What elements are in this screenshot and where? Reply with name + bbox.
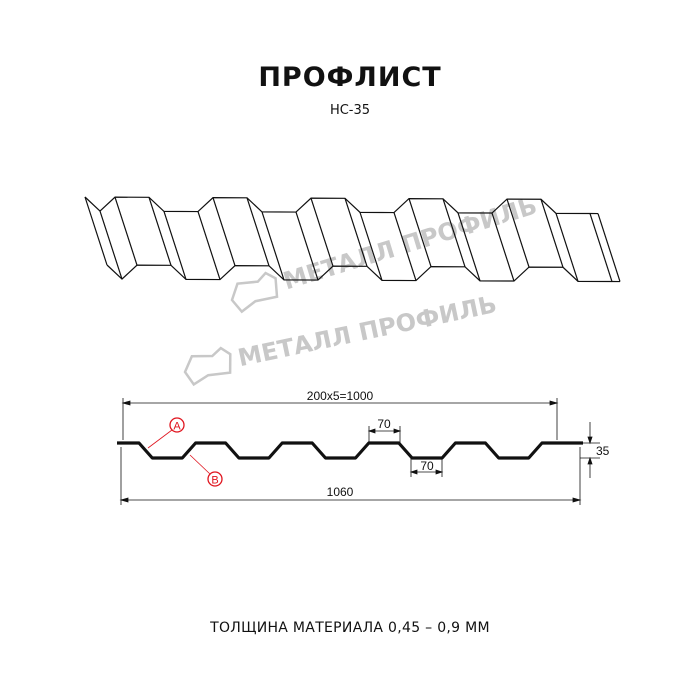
product-code: НС-35 xyxy=(329,103,371,118)
sheet-fold-line xyxy=(589,213,613,282)
top-rib-width-label: 70 xyxy=(377,417,391,431)
sheet-fold-line xyxy=(344,198,368,267)
sheet-fold-line xyxy=(506,198,530,268)
material-thickness-note: ТОЛЩИНА МАТЕРИАЛА 0,45 – 0,9 ММ xyxy=(210,620,490,636)
sheet-fold-line xyxy=(555,213,579,282)
sheet-fold-line xyxy=(246,197,270,266)
svg-text:B: B xyxy=(211,475,218,487)
pitch-label: 200x5=1000 xyxy=(307,389,374,403)
sheet-perspective-drawing xyxy=(84,196,621,283)
sheet-fold-line xyxy=(457,212,481,282)
sheet-fold-line xyxy=(163,211,187,280)
watermark-text: МЕТАЛЛ ПРОФИЛЬ xyxy=(235,290,499,372)
sheet-fold-line xyxy=(359,212,383,281)
watermark-logo-icon xyxy=(230,271,279,314)
sheet-fold-line xyxy=(393,212,417,281)
height-label: 35 xyxy=(596,444,610,458)
profile-line xyxy=(117,441,583,460)
watermark-logo-icon xyxy=(183,346,232,387)
sheet-fold-line xyxy=(84,196,108,266)
cross-section-drawing xyxy=(117,441,583,460)
sheet-fold-line xyxy=(261,211,285,281)
svg-text:A: A xyxy=(173,421,181,433)
dimensions xyxy=(119,398,600,505)
sheet-fold-line xyxy=(148,197,172,266)
watermark-bottom: МЕТАЛЛ ПРОФИЛЬ xyxy=(183,290,499,387)
sheet-fold-line xyxy=(491,212,515,282)
sheet-fold-line xyxy=(295,211,319,281)
sheet-fold-line xyxy=(408,198,432,267)
sheet-fold-line xyxy=(212,197,236,266)
page-title: ПРОФЛИСТ xyxy=(258,62,442,93)
sheet-fold-line xyxy=(310,197,334,267)
sheet-fold-line xyxy=(99,210,123,280)
marker-a: A xyxy=(147,417,185,449)
sheet-fold-line xyxy=(114,196,138,266)
bottom-rib-width-label: 70 xyxy=(420,459,434,473)
sheet-fold-line xyxy=(597,213,621,282)
sheet-fold-line xyxy=(197,211,221,280)
marker-b: B xyxy=(189,454,223,487)
sheet-fold-line xyxy=(540,199,564,268)
sheet-fold-line xyxy=(442,198,466,267)
total-width-label: 1060 xyxy=(327,485,354,499)
